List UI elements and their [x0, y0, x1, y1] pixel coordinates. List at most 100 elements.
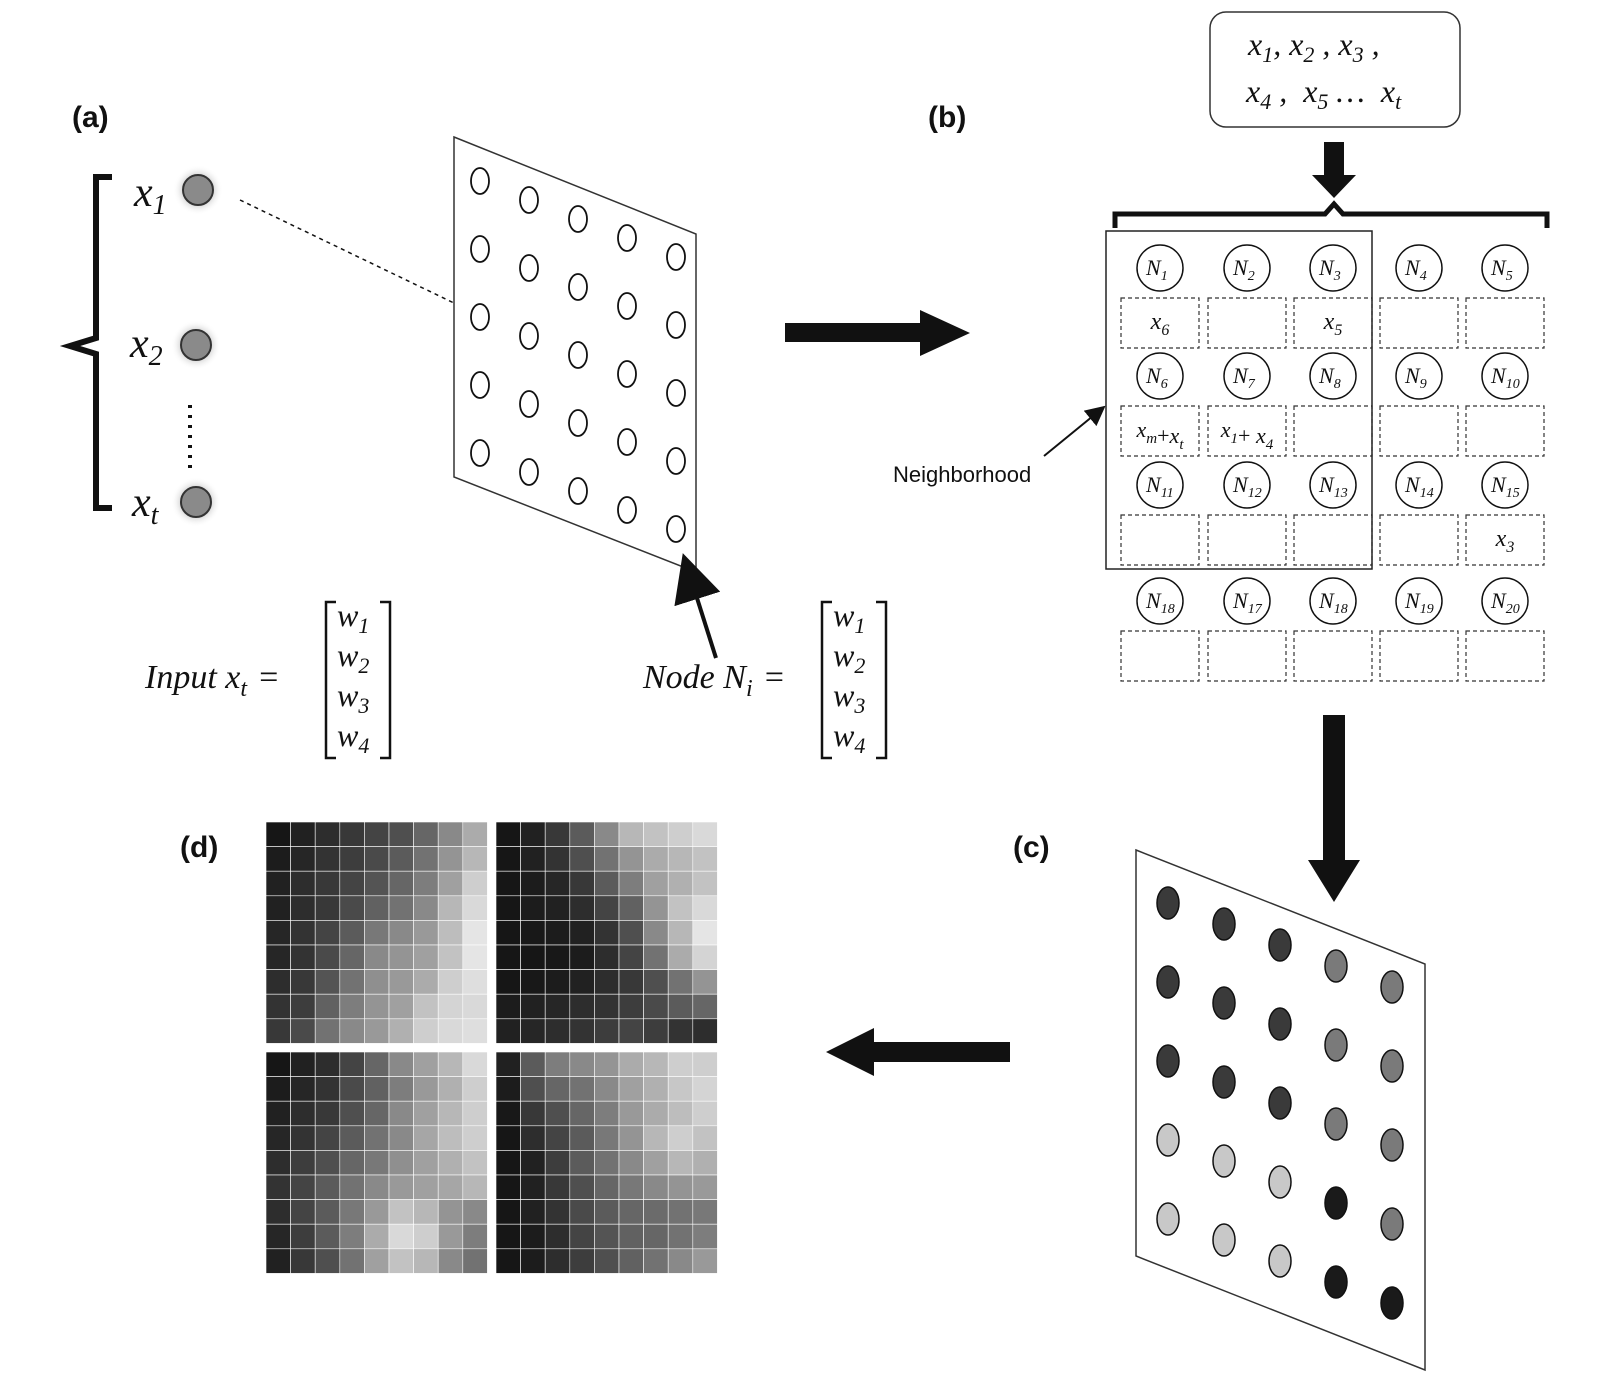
heatmap-cell	[413, 846, 439, 872]
heatmap-cell	[290, 870, 316, 897]
node-value-cell	[1120, 297, 1200, 349]
som-node	[519, 186, 539, 214]
som-node	[666, 243, 686, 271]
heatmap-cell	[314, 1051, 341, 1077]
heatmap-cell	[594, 944, 620, 970]
som-node-label: N12	[1232, 472, 1262, 501]
heatmap-cell	[314, 1223, 341, 1250]
heatmap-cell	[692, 846, 718, 872]
heatmap-cell	[618, 1125, 644, 1151]
heatmap-cell	[495, 1076, 521, 1102]
heatmap-cell	[437, 1223, 464, 1250]
svg-text:Input xt=: Input xt =	[144, 659, 280, 702]
heatmap-cell	[290, 846, 316, 872]
som-node	[568, 477, 588, 505]
heatmap-cell	[692, 1018, 718, 1044]
heatmap-cell	[437, 1100, 464, 1127]
heatmap-cell	[413, 1248, 439, 1274]
heatmap-cell	[520, 1223, 546, 1250]
heatmap-cell	[520, 969, 546, 995]
heatmap-cell	[544, 1051, 571, 1077]
heatmap-cell	[618, 993, 644, 1020]
trained-node	[1380, 1286, 1404, 1320]
neighborhood-pointer	[1043, 405, 1106, 457]
heatmap-cell	[339, 944, 365, 970]
heatmap-cell	[520, 1018, 546, 1044]
som-node-label: N18	[1145, 588, 1175, 617]
heatmap-cell	[437, 870, 464, 897]
heatmap-cell	[520, 846, 546, 872]
panel-a: (a) x1 x2 xt Input xt =	[59, 101, 888, 760]
svg-text:x2: x2	[129, 321, 163, 372]
heatmap-cell	[643, 1223, 669, 1250]
heatmap-cell	[339, 993, 365, 1020]
heatmap-cell	[265, 1174, 291, 1200]
som-node-circle	[1223, 244, 1271, 292]
heatmap-cell	[692, 1125, 718, 1151]
heatmap-cell	[364, 993, 390, 1020]
grid-brace	[1112, 200, 1550, 228]
heatmap-cell	[643, 1199, 669, 1225]
heatmap-cell	[520, 1174, 546, 1200]
som-node-circle	[1223, 352, 1271, 400]
heatmap-cell	[388, 1076, 414, 1102]
heatmap-cell	[667, 1223, 694, 1250]
heatmap-cell	[495, 993, 521, 1020]
heatmap-cell	[618, 1051, 644, 1077]
heatmap-cell	[437, 1018, 464, 1044]
heatmap-cell	[692, 920, 718, 946]
heatmap-cell	[364, 1076, 390, 1102]
heatmap-cell	[388, 969, 414, 995]
panel-b: (b) x1, x2 , x3 , x4 , x5 … xt N1 x6 N2 N3 x…	[893, 11, 1550, 682]
heatmap-cell	[462, 1018, 488, 1044]
heatmap-cell	[413, 821, 439, 847]
heatmap-cell	[339, 1248, 365, 1274]
som-node-label: N2	[1232, 255, 1255, 284]
som-node-label: N17	[1232, 588, 1263, 617]
som-node-circle	[1395, 352, 1443, 400]
node-value-cell	[1207, 405, 1287, 457]
flow-arrow-sequence-down	[1312, 142, 1356, 198]
heatmap-cell	[388, 1100, 414, 1127]
heatmap-cell	[364, 1018, 390, 1044]
heatmap-cell	[569, 846, 595, 872]
heatmap-cell	[265, 1223, 291, 1250]
heatmap-cell	[314, 920, 341, 946]
panel-c-label: (c)	[1013, 831, 1050, 864]
heatmap-cell	[692, 1076, 718, 1102]
heatmap-cell	[314, 1100, 341, 1127]
heatmap-cell	[692, 1223, 718, 1250]
heatmap-cell	[643, 870, 669, 897]
som-node	[519, 458, 539, 486]
heatmap-cell	[314, 969, 341, 995]
heatmap-cell	[569, 920, 595, 946]
heatmap-cell	[265, 1150, 291, 1176]
heatmap-cell	[594, 1125, 620, 1151]
som-node	[617, 360, 637, 388]
input-xt: xt	[131, 477, 221, 531]
som-node-circle	[1309, 352, 1357, 400]
heatmap-cell	[692, 870, 718, 897]
node-value-text: xm+xt	[1136, 417, 1185, 453]
trained-node	[1324, 1186, 1348, 1220]
svg-text:Node Ni=: Node Ni =	[642, 659, 786, 702]
som-node-label: N5	[1490, 255, 1513, 284]
heatmap-cell	[569, 1076, 595, 1102]
heatmap-cell	[618, 1248, 644, 1274]
node-value-cell	[1293, 630, 1373, 682]
heatmap-cell	[290, 969, 316, 995]
heatmap-cell	[569, 1174, 595, 1200]
som-node-circle	[1309, 577, 1357, 625]
som-node-label: N13	[1318, 472, 1348, 501]
node-value-cell	[1465, 630, 1545, 682]
som-node-circle	[1395, 244, 1443, 292]
heatmap-cell	[495, 944, 521, 970]
heatmap-cell	[462, 1199, 488, 1225]
heatmap-cell	[495, 895, 521, 921]
node-value-cell	[1379, 514, 1459, 566]
component-plane-heatmaps	[265, 821, 718, 1274]
heatmap-cell	[364, 1174, 390, 1200]
node-value-cell	[1293, 405, 1373, 457]
heatmap-cell	[314, 895, 341, 921]
heatmap-cell	[339, 1174, 365, 1200]
